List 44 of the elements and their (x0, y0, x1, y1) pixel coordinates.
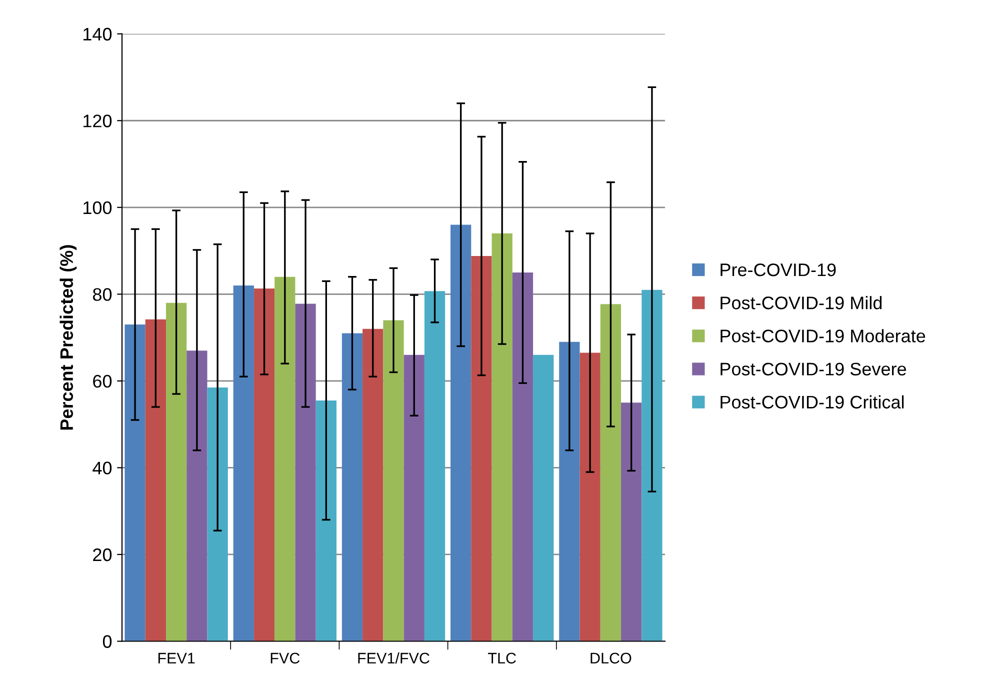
y-tick-label: 120 (84, 114, 112, 128)
bar (362, 328, 384, 642)
bar (186, 350, 208, 642)
bar (316, 400, 336, 642)
bar (450, 224, 472, 642)
bar (166, 302, 187, 642)
bar (533, 354, 554, 642)
x-tick-label: FEV1/FVC (358, 652, 430, 664)
y-axis-title: Percent Predicted (%) (60, 245, 77, 430)
bar (295, 304, 316, 642)
legend-label: Post-COVID-19 Mild (720, 296, 882, 310)
y-tick-label: 140 (84, 28, 112, 41)
bar (254, 288, 275, 642)
bar (342, 333, 363, 642)
x-tick-label: DLCO (590, 652, 632, 664)
bar (642, 290, 662, 642)
x-tick-label: TLC (488, 652, 516, 664)
bar (512, 272, 534, 642)
y-tick-label: 100 (84, 201, 112, 214)
x-tick-label: FEV1 (158, 652, 195, 664)
legend-label: Post-COVID-19 Critical (720, 395, 904, 409)
bar (404, 354, 424, 642)
legend-label: Pre-COVID-19 (720, 263, 836, 276)
bar (580, 352, 600, 642)
bar (600, 304, 622, 642)
legend-label: Post-COVID-19 Moderate (720, 329, 926, 342)
bar (471, 256, 492, 642)
bar (207, 387, 228, 642)
bar (145, 319, 166, 642)
bar (233, 285, 254, 642)
y-tick-label: 40 (92, 462, 112, 474)
x-tick-label: FVC (270, 652, 300, 664)
bar (274, 276, 296, 642)
y-tick-label: 80 (92, 288, 112, 301)
y-tick-label: 20 (93, 548, 112, 562)
bar (621, 402, 642, 642)
bar (492, 233, 512, 642)
bar (559, 342, 580, 642)
y-tick-label: 60 (93, 374, 112, 388)
legend-label: Post-COVID-19 Severe (720, 362, 906, 376)
bar (383, 320, 404, 642)
y-tick-label: 0 (102, 635, 112, 648)
bar (424, 291, 446, 642)
bar (124, 324, 146, 642)
